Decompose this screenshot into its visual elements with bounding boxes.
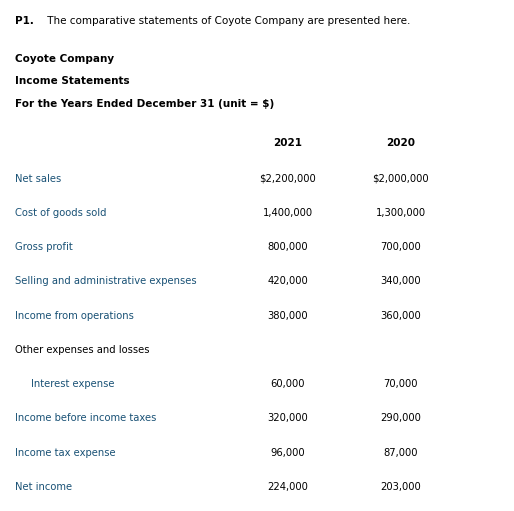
Text: Net income: Net income [15, 482, 72, 492]
Text: 320,000: 320,000 [267, 413, 308, 424]
Text: 2021: 2021 [273, 138, 302, 148]
Text: 60,000: 60,000 [270, 379, 305, 389]
Text: 800,000: 800,000 [267, 242, 308, 252]
Text: 224,000: 224,000 [267, 482, 308, 492]
Text: P1.: P1. [15, 16, 34, 27]
Text: 70,000: 70,000 [383, 379, 418, 389]
Text: $2,200,000: $2,200,000 [260, 174, 316, 184]
Text: Interest expense: Interest expense [31, 379, 114, 389]
Text: Income Statements: Income Statements [15, 76, 130, 86]
Text: 2020: 2020 [387, 138, 415, 148]
Text: 96,000: 96,000 [270, 448, 305, 458]
Text: Cost of goods sold: Cost of goods sold [15, 208, 107, 218]
Text: $2,000,000: $2,000,000 [373, 174, 429, 184]
Text: 290,000: 290,000 [380, 413, 421, 424]
Text: Coyote Company: Coyote Company [15, 54, 115, 64]
Text: 420,000: 420,000 [267, 276, 308, 287]
Text: 360,000: 360,000 [380, 311, 421, 321]
Text: Income before income taxes: Income before income taxes [15, 413, 157, 424]
Text: 340,000: 340,000 [380, 276, 421, 287]
Text: 1,400,000: 1,400,000 [263, 208, 313, 218]
Text: 87,000: 87,000 [383, 448, 418, 458]
Text: Net sales: Net sales [15, 174, 62, 184]
Text: 203,000: 203,000 [380, 482, 421, 492]
Text: Gross profit: Gross profit [15, 242, 73, 252]
Text: The comparative statements of Coyote Company are presented here.: The comparative statements of Coyote Com… [44, 16, 410, 27]
Text: Income from operations: Income from operations [15, 311, 134, 321]
Text: Selling and administrative expenses: Selling and administrative expenses [15, 276, 197, 287]
Text: For the Years Ended December 31 (unit = $): For the Years Ended December 31 (unit = … [15, 99, 274, 109]
Text: 700,000: 700,000 [380, 242, 421, 252]
Text: Income tax expense: Income tax expense [15, 448, 116, 458]
Text: Other expenses and losses: Other expenses and losses [15, 345, 150, 355]
Text: 380,000: 380,000 [267, 311, 308, 321]
Text: 1,300,000: 1,300,000 [376, 208, 426, 218]
